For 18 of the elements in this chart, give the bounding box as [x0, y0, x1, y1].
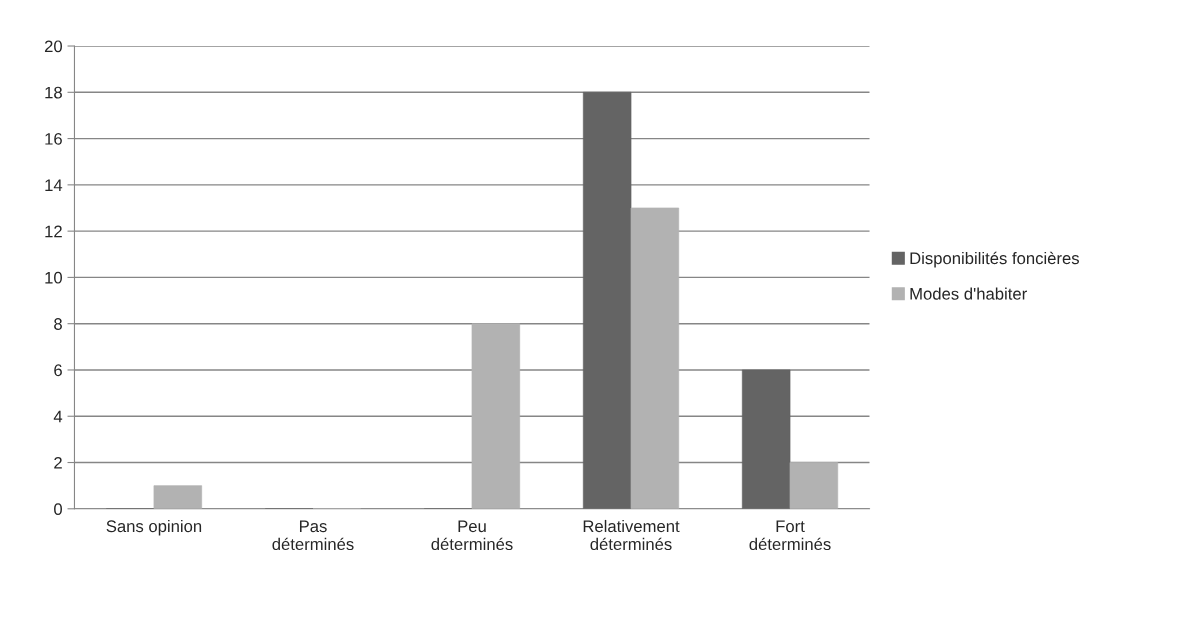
- y-tick-label: 4: [53, 410, 63, 423]
- x-tick-label: Peu déterminés: [431, 520, 513, 551]
- y-tick-label: 10: [45, 271, 63, 284]
- y-tick-label: 20: [44, 40, 63, 53]
- x-tick-label: Pas déterminés: [272, 520, 354, 551]
- y-tick-label: 14: [45, 179, 63, 191]
- legend-label: Modes d'habiter: [910, 287, 1027, 300]
- y-tick-label: 8: [54, 318, 62, 330]
- y-tick-label: 18: [45, 86, 62, 99]
- x-tick-label: Relativement déterminés: [583, 519, 680, 551]
- x-tick-label: Sans opinion: [106, 519, 202, 536]
- y-tick-label: 12: [45, 225, 62, 238]
- x-tick-label: Fort déterminés: [749, 520, 831, 551]
- y-tick-label: 6: [54, 364, 62, 377]
- legend-label: Disponibilités foncières: [910, 251, 1079, 268]
- y-tick-label: 0: [54, 503, 63, 515]
- y-tick-label: 2: [54, 456, 62, 469]
- y-tick-label: 16: [45, 132, 62, 145]
